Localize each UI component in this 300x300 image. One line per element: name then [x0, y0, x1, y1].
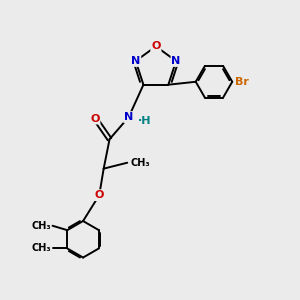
Text: CH₃: CH₃ — [32, 243, 51, 254]
Text: CH₃: CH₃ — [130, 158, 150, 168]
Text: N: N — [171, 56, 181, 66]
Text: N: N — [124, 112, 133, 122]
Text: ·H: ·H — [138, 116, 152, 126]
Text: O: O — [151, 41, 160, 51]
Text: O: O — [90, 114, 100, 124]
Text: Br: Br — [235, 77, 249, 87]
Text: CH₃: CH₃ — [32, 221, 51, 231]
Text: O: O — [94, 190, 104, 200]
Text: N: N — [131, 56, 140, 66]
